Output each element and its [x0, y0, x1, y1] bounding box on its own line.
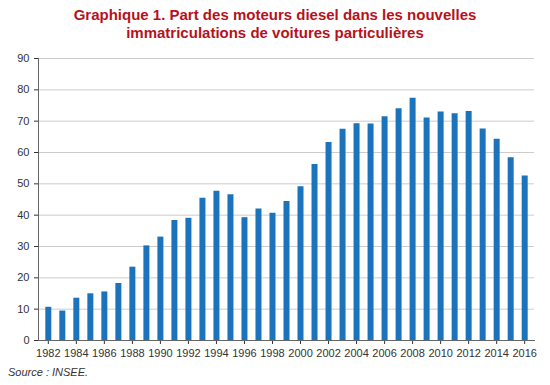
svg-text:2002: 2002 — [316, 347, 340, 359]
svg-text:1992: 1992 — [176, 347, 200, 359]
svg-text:60: 60 — [17, 146, 29, 158]
svg-text:0: 0 — [23, 334, 29, 346]
svg-text:1996: 1996 — [232, 347, 256, 359]
svg-text:90: 90 — [17, 52, 29, 64]
svg-text:2004: 2004 — [344, 347, 368, 359]
svg-text:1998: 1998 — [260, 347, 284, 359]
svg-text:1988: 1988 — [120, 347, 144, 359]
svg-text:2012: 2012 — [456, 347, 480, 359]
svg-text:20: 20 — [17, 271, 29, 283]
svg-text:50: 50 — [17, 177, 29, 189]
svg-text:10: 10 — [17, 303, 29, 315]
svg-text:1982: 1982 — [36, 347, 60, 359]
svg-text:70: 70 — [17, 115, 29, 127]
svg-text:2006: 2006 — [372, 347, 396, 359]
svg-text:1994: 1994 — [204, 347, 228, 359]
svg-text:2010: 2010 — [428, 347, 452, 359]
svg-text:2000: 2000 — [288, 347, 312, 359]
svg-text:1984: 1984 — [64, 347, 88, 359]
svg-text:1986: 1986 — [92, 347, 116, 359]
svg-text:2014: 2014 — [484, 347, 508, 359]
svg-text:1990: 1990 — [148, 347, 172, 359]
svg-text:2016: 2016 — [512, 347, 536, 359]
svg-text:40: 40 — [17, 209, 29, 221]
html-text:Graphique 1. Part des moteurs: Graphique 1. Part des moteurs diesel dan… — [73, 6, 477, 41]
html-text:Source : INSEE.: Source : INSEE. — [8, 366, 89, 378]
svg-text:2008: 2008 — [400, 347, 424, 359]
svg-text:80: 80 — [17, 83, 29, 95]
svg-text:30: 30 — [17, 240, 29, 252]
